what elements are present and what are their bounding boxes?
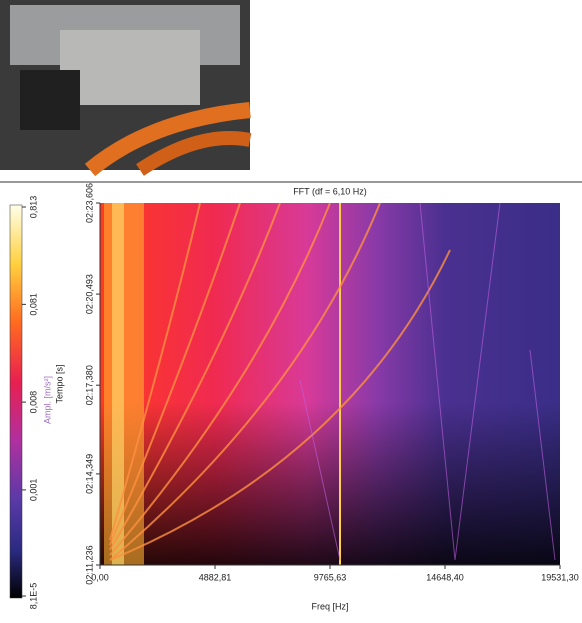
y-tick-label: 02:11,236 (84, 545, 94, 584)
x-tick-label: 4882,81 (199, 572, 232, 582)
y-tick-label: 02:14,349 (84, 454, 94, 494)
x-tick-label: 14648,40 (426, 572, 464, 582)
x-tick-label: 9765,63 (314, 572, 347, 582)
x-tick-label: 0,00 (91, 572, 109, 582)
photo (0, 0, 252, 177)
x-tick-label: 19531,30 (541, 572, 579, 582)
y-axis-label: Tempo [s] (54, 364, 64, 403)
colorbar-tick-label: 0,081 (28, 293, 38, 316)
colorbar-tick-label: 0,813 (28, 196, 38, 219)
colorbar-tick-label: 0,001 (28, 479, 38, 502)
colorbar-tick-label: 0,008 (28, 391, 38, 414)
colorbar-tick-label: 8,1E-5 (28, 583, 38, 610)
y-tick-label: 02:17,380 (84, 365, 94, 405)
colorbar (9, 204, 23, 599)
chart-title: FFT (df = 6,10 Hz) (293, 186, 367, 196)
spectrogram (100, 202, 560, 565)
x-axis-label: Freq [Hz] (311, 601, 348, 611)
y-tick-label: 02:23,606 (84, 183, 94, 223)
y-tick-label: 02:20,493 (84, 274, 94, 314)
colorbar-label: Ampl. [m/s²] (42, 376, 52, 424)
